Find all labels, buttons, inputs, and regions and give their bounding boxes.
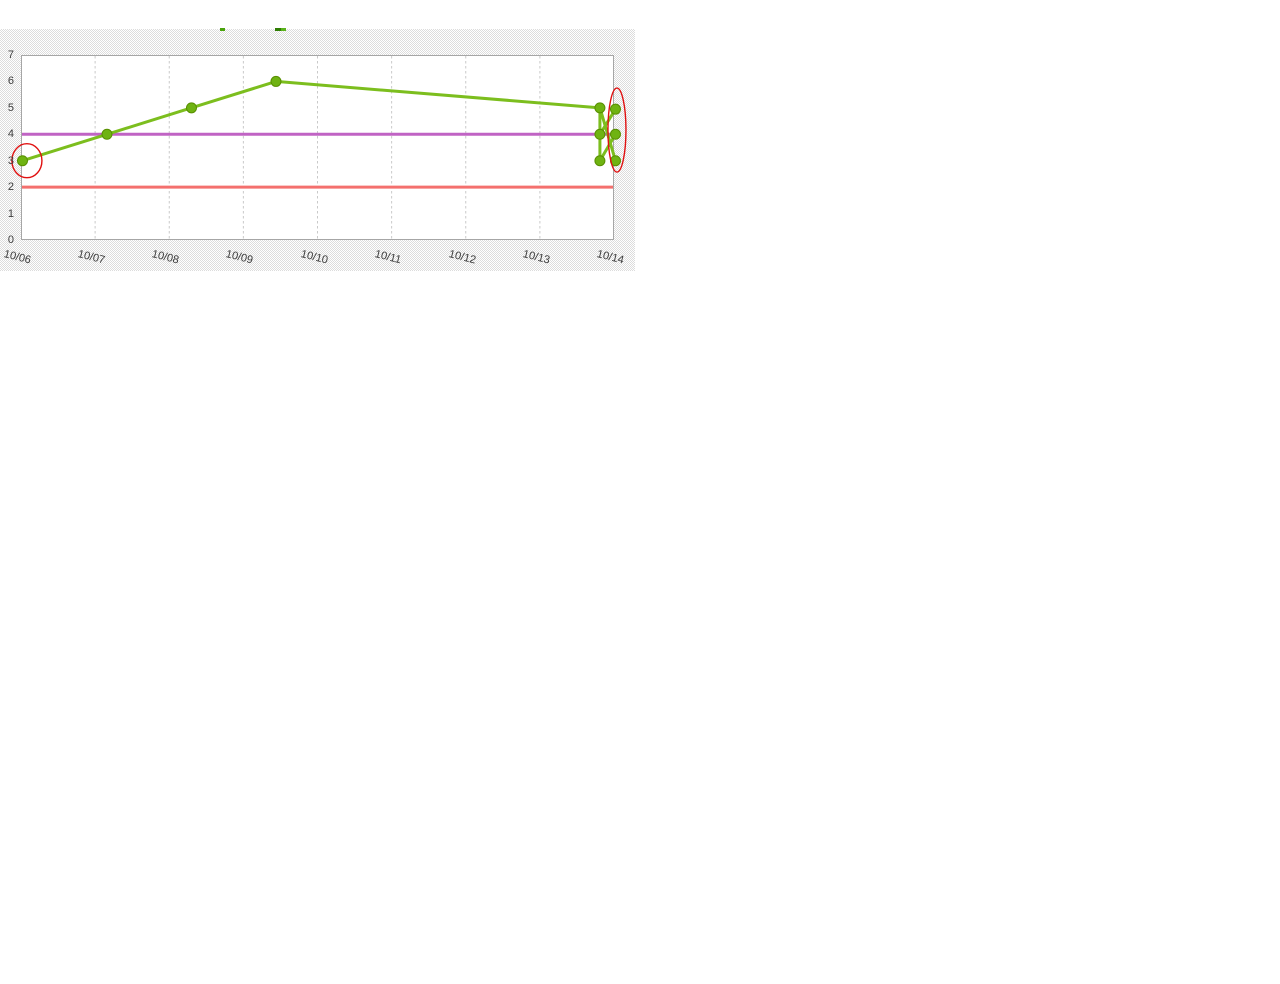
chart-image: 0 1 2 3 4 5 6 7 10/06 10/07 10/08 10/09 10/10 10/11 1…: [0, 28, 635, 271]
x-tick-label: 10/13: [521, 248, 552, 267]
x-tick-label: 10/08: [150, 248, 181, 267]
y-tick-label: 3: [7, 154, 14, 167]
x-tick-label: 10/06: [2, 248, 33, 267]
y-tick-label: 6: [7, 75, 14, 88]
legend-fragment: [220, 28, 225, 31]
y-tick-label: 5: [7, 101, 14, 114]
x-tick-label: 10/11: [373, 248, 403, 267]
x-tick-label: 10/12: [447, 248, 477, 267]
y-tick-label: 2: [7, 181, 14, 194]
x-tick-label: 10/09: [224, 248, 255, 267]
y-tick-label: 4: [7, 128, 14, 141]
legend-fragment: [275, 28, 281, 31]
legend-fragment: [281, 28, 286, 31]
plot-area: [21, 55, 614, 240]
x-tick-label: 10/07: [76, 248, 107, 267]
y-tick-label: 1: [7, 207, 14, 220]
y-tick-label: 0: [7, 234, 14, 246]
x-tick-label: 10/14: [595, 248, 626, 267]
x-tick-label: 10/10: [299, 248, 329, 267]
y-tick-label: 7: [7, 49, 14, 61]
